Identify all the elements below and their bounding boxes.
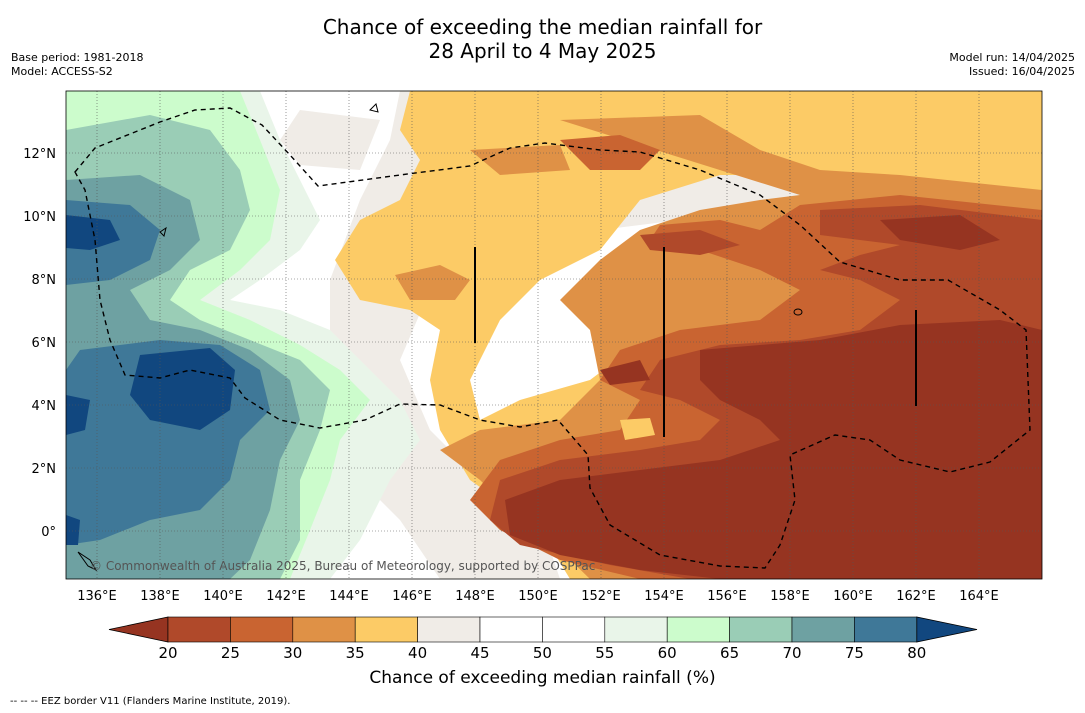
issued-date-text: Issued: 16/04/2025 [968, 65, 1075, 78]
colorbar: 20 25 30 35 40 45 50 55 60 65 70 75 80 [108, 616, 978, 662]
colorbar-band [604, 616, 668, 643]
latitude-tick-label: 4°N [32, 399, 57, 414]
copyright-notice: © Commonwealth of Australia 2025, Bureau… [90, 559, 595, 573]
longitude-tick-label: 154°E [644, 589, 684, 604]
colorbar-tick-label: 60 [658, 644, 677, 662]
longitude-tick-label: 150°E [518, 589, 558, 604]
colorbar-high-extension [916, 616, 978, 643]
map-title-line-1: Chance of exceeding the median rainfall … [322, 15, 763, 39]
latitude-tick-label: 12°N [23, 147, 56, 162]
colorbar-band [230, 616, 294, 643]
colorbar-band [542, 616, 606, 643]
colorbar-band [417, 616, 481, 643]
colorbar-band [666, 616, 730, 643]
latitude-tick-label: 6°N [32, 336, 57, 351]
rainfall-probability-field [66, 91, 1042, 579]
base-period-text: Base period: 1981-2018 [11, 51, 144, 64]
eez-footnote: -- -- -- EEZ border V11 (Flanders Marine… [10, 696, 291, 707]
longitude-tick-label: 164°E [959, 589, 999, 604]
colorbar-band [729, 616, 793, 643]
longitude-labels: 136°E 138°E 140°E 142°E 144°E 146°E 148°E 150°E… [77, 589, 999, 604]
colorbar-tick-label: 70 [782, 644, 801, 662]
survey-line-markers [474, 247, 917, 437]
latitude-tick-label: 2°N [32, 462, 57, 477]
longitude-tick-label: 144°E [329, 589, 369, 604]
colorbar-tick-label: 45 [470, 644, 489, 662]
latitude-tick-label: 0° [41, 525, 56, 540]
colorbar-tick-label: 20 [158, 644, 177, 662]
latitude-labels: 12°N 10°N 8°N 6°N 4°N 2°N 0° [23, 147, 56, 540]
colorbar-band [854, 616, 918, 643]
colorbar-band [479, 616, 543, 643]
coastline [77, 103, 803, 572]
colorbar-band [354, 616, 418, 643]
colorbar-low-extension [108, 616, 169, 643]
longitude-tick-label: 136°E [77, 589, 117, 604]
colorbar-tick-label: 50 [533, 644, 552, 662]
colorbar-tick-label: 25 [221, 644, 240, 662]
longitude-tick-label: 152°E [581, 589, 621, 604]
model-run-text: Model run: 14/04/2025 [949, 51, 1075, 64]
longitude-tick-label: 148°E [455, 589, 495, 604]
longitude-tick-label: 162°E [896, 589, 936, 604]
colorbar-tick-label: 30 [283, 644, 302, 662]
latitude-tick-label: 10°N [23, 210, 56, 225]
colorbar-band [167, 616, 231, 643]
longitude-tick-label: 138°E [140, 589, 180, 604]
map-title-line-2: 28 April to 4 May 2025 [428, 39, 657, 63]
colorbar-band [791, 616, 855, 643]
longitude-tick-label: 156°E [707, 589, 747, 604]
model-name-text: Model: ACCESS-S2 [11, 65, 113, 78]
eez-border [74, 107, 1031, 569]
longitude-tick-label: 158°E [770, 589, 810, 604]
map-graticule [66, 91, 1042, 579]
longitude-tick-label: 140°E [203, 589, 243, 604]
colorbar-tick-label: 80 [907, 644, 926, 662]
colorbar-title: Chance of exceeding median rainfall (%) [369, 668, 716, 688]
latitude-tick-label: 8°N [32, 273, 57, 288]
colorbar-tick-label: 35 [346, 644, 365, 662]
colorbar-tick-label: 75 [845, 644, 864, 662]
colorbar-tick-label: 65 [720, 644, 739, 662]
map-frame [65, 90, 1043, 580]
colorbar-tick-label: 40 [408, 644, 427, 662]
longitude-tick-label: 160°E [833, 589, 873, 604]
colorbar-band [292, 616, 356, 643]
longitude-tick-label: 146°E [392, 589, 432, 604]
longitude-tick-label: 142°E [266, 589, 306, 604]
colorbar-tick-label: 55 [595, 644, 614, 662]
